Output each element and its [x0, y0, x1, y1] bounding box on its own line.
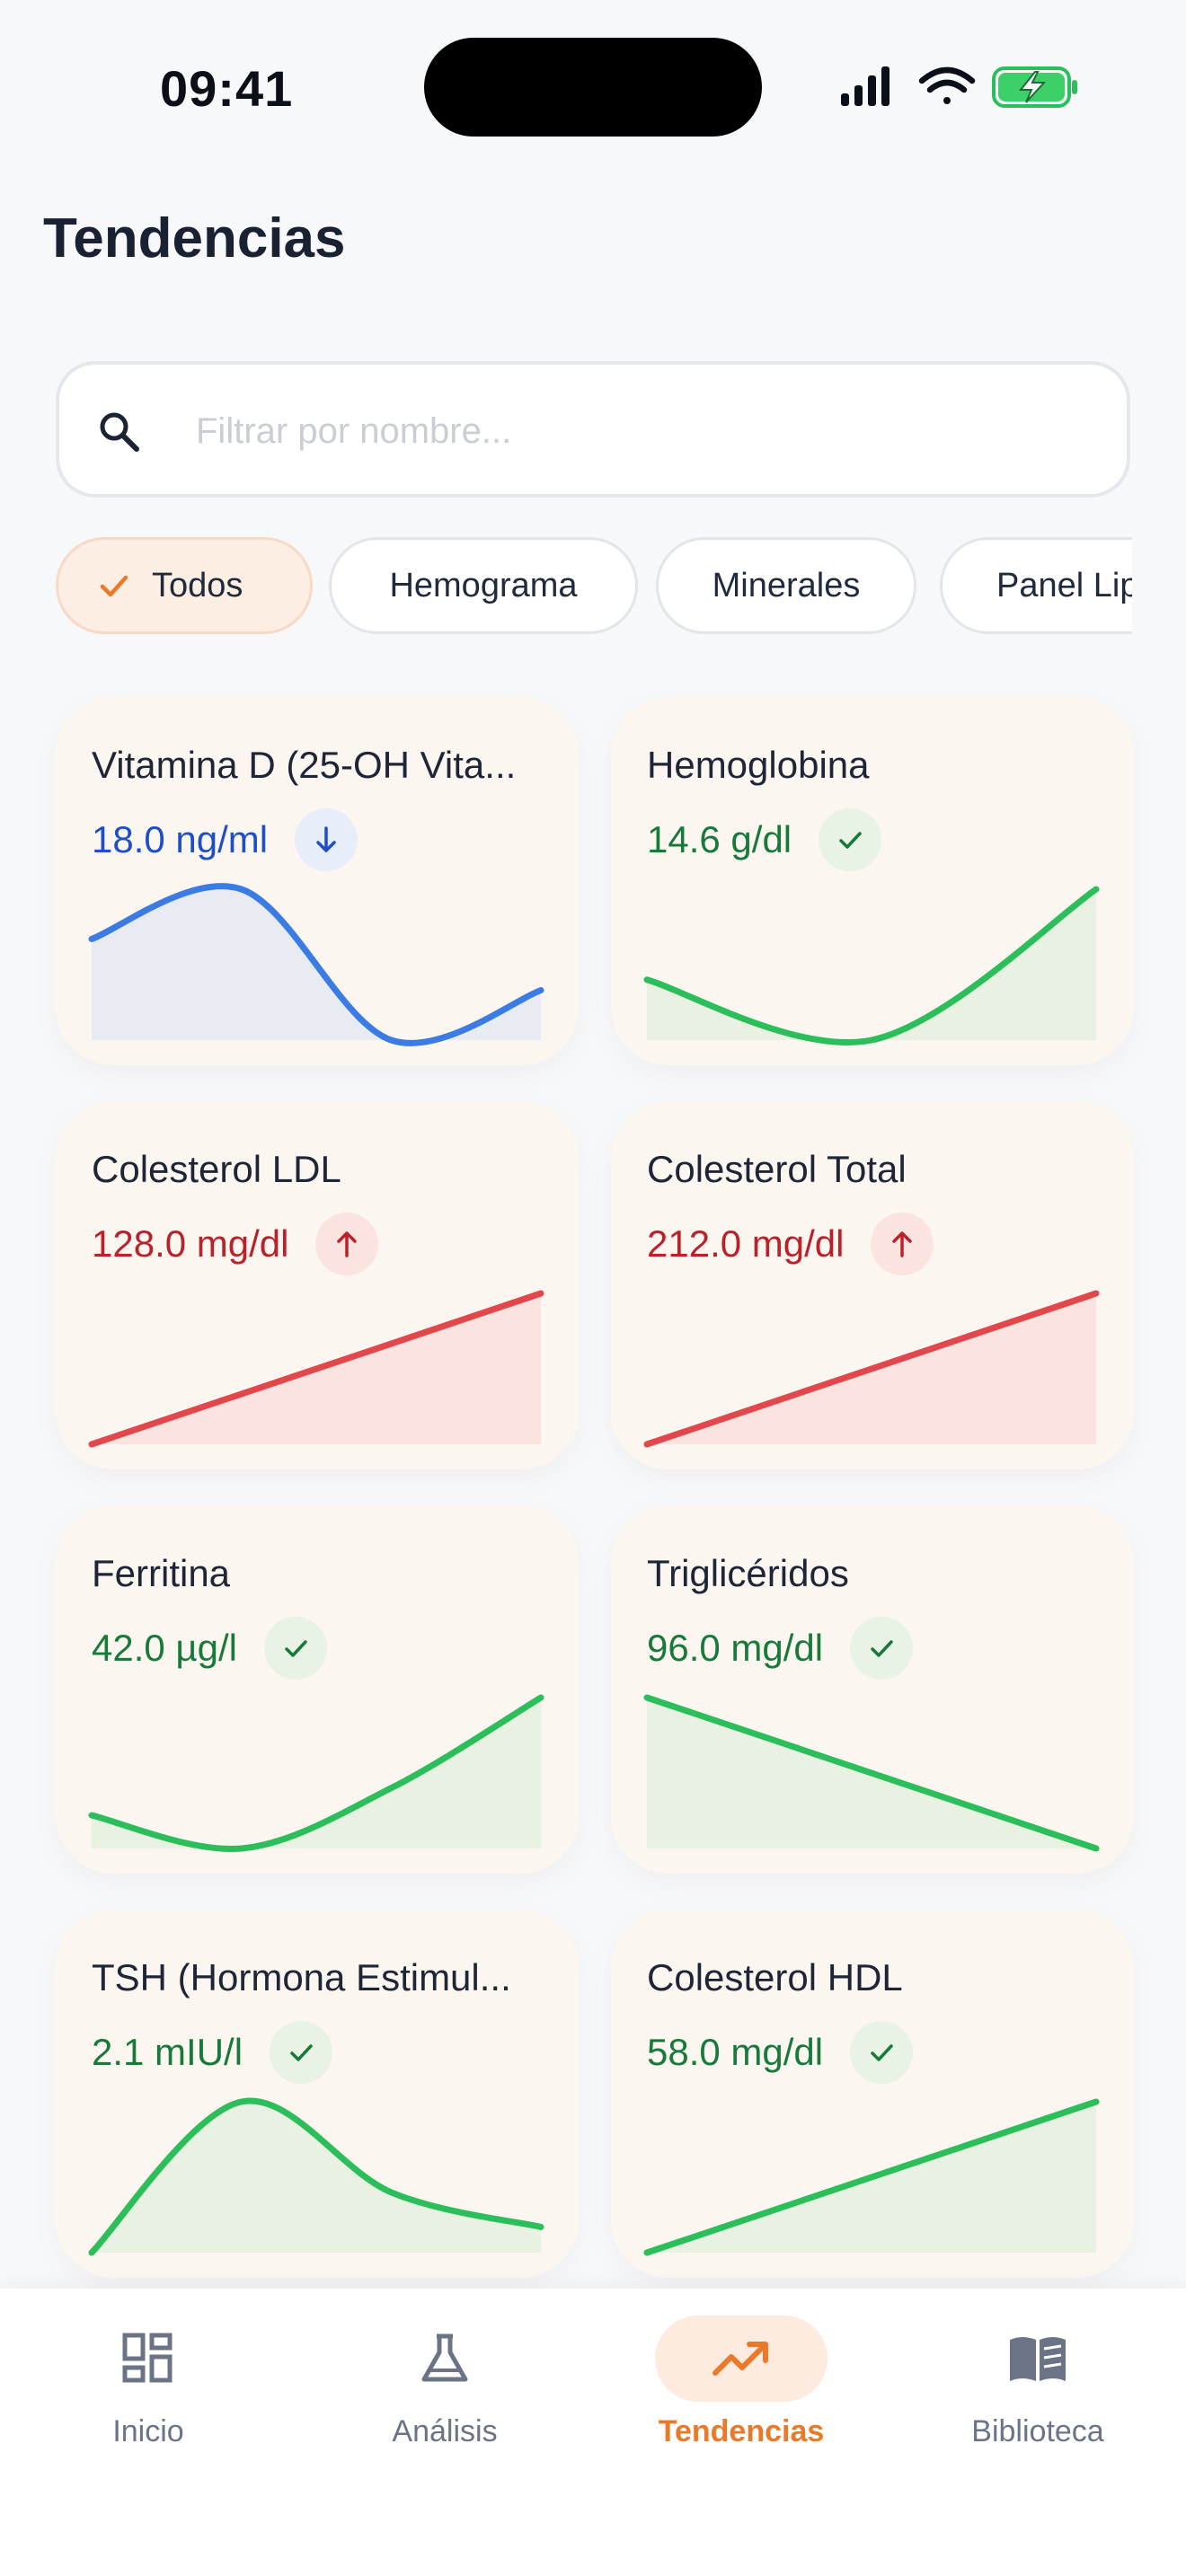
sparkline-area	[647, 889, 1096, 1043]
nav-pill	[358, 2316, 531, 2402]
arrow-up-icon	[871, 1213, 934, 1275]
nav-inicio[interactable]: Inicio	[0, 2316, 296, 2495]
sparkline-line	[643, 1290, 1100, 1448]
chip-label: Hemograma	[389, 566, 578, 604]
biomarker-value: 58.0 mg/dl	[647, 2031, 824, 2073]
check-icon	[270, 2021, 333, 2084]
search-field[interactable]: Filtrar por nombre...	[56, 361, 1130, 498]
signal-icon	[841, 66, 890, 106]
arrow-down-icon	[295, 808, 358, 871]
biomarker-name: Colesterol LDL	[92, 1148, 341, 1190]
sparkline-area	[92, 886, 541, 1044]
chip-panel-lipidico[interactable]: Panel Lipídico	[940, 537, 1132, 634]
chip-hemograma[interactable]: Hemograma	[329, 537, 638, 634]
chip-label: Panel Lipídico	[996, 566, 1132, 604]
status-icons	[841, 66, 1077, 108]
nav-biblioteca[interactable]: Biblioteca	[890, 2316, 1186, 2495]
sparkline-line	[643, 2098, 1100, 2256]
trend-card[interactable]: Triglicéridos 96.0 mg/dl	[611, 1505, 1134, 1874]
trend-card[interactable]: Colesterol HDL 58.0 mg/dl	[611, 1910, 1134, 2278]
check-icon	[850, 2021, 914, 2084]
sparkline-chart	[643, 886, 1100, 1045]
nav-label: Biblioteca	[971, 2414, 1104, 2448]
biomarker-value-row: 42.0 µg/l	[92, 1617, 327, 1680]
nav-analisis[interactable]: Análisis	[296, 2316, 593, 2495]
search-icon	[100, 412, 139, 452]
dashboard-icon	[122, 2333, 173, 2383]
biomarker-value-row: 2.1 mIU/l	[92, 2021, 333, 2084]
trend-card[interactable]: Hemoglobina 14.6 g/dl	[611, 697, 1134, 1065]
check-icon	[850, 1617, 914, 1680]
sparkline-line	[88, 1290, 544, 1448]
sparkline-area	[92, 2101, 541, 2253]
sparkline-line	[643, 886, 1100, 1045]
status-time: 09:41	[160, 60, 294, 117]
sparkline-chart	[88, 1290, 544, 1448]
sparkline-line	[88, 883, 544, 1046]
nav-label: Tendencias	[658, 2414, 825, 2448]
biomarker-name: Colesterol Total	[647, 1148, 907, 1190]
biomarker-name: Vitamina D (25-OH Vita...	[92, 744, 517, 786]
sparkline-line	[643, 1694, 1100, 1852]
check-icon	[263, 1617, 327, 1680]
arrow-up-icon	[315, 1213, 379, 1275]
page-title: Tendencias	[43, 207, 346, 269]
sparkline-chart	[88, 883, 544, 1046]
bottom-navigation: Inicio Análisis Tendencias	[0, 2289, 1186, 2576]
sparkline-area	[92, 1698, 541, 1849]
biomarker-name: Ferritina	[92, 1552, 231, 1594]
dynamic-island	[424, 38, 762, 137]
chip-label: Minerales	[712, 566, 861, 604]
trend-card[interactable]: TSH (Hormona Estimul... 2.1 mIU/l	[56, 1910, 579, 2278]
biomarker-value-row: 128.0 mg/dl	[92, 1213, 379, 1275]
nav-pill-active	[655, 2316, 828, 2402]
trend-card[interactable]: Vitamina D (25-OH Vita... 18.0 ng/ml	[56, 697, 579, 1065]
nav-tendencias[interactable]: Tendencias	[593, 2316, 890, 2495]
book-icon	[1010, 2337, 1066, 2381]
biomarker-value-row: 96.0 mg/dl	[647, 1617, 914, 1680]
biomarker-value: 18.0 ng/ml	[92, 818, 269, 860]
trending-up-icon	[712, 2342, 768, 2376]
battery-charging-icon	[992, 66, 1077, 108]
biomarker-value-row: 18.0 ng/ml	[92, 808, 358, 871]
biomarker-name: Colesterol HDL	[647, 1956, 903, 1998]
biomarker-value: 14.6 g/dl	[647, 818, 792, 860]
chip-label: Todos	[152, 566, 243, 604]
search-placeholder: Filtrar por nombre...	[196, 411, 512, 451]
sparkline-chart	[643, 1694, 1100, 1852]
sparkline-chart	[643, 1290, 1100, 1448]
nav-label: Análisis	[392, 2414, 498, 2448]
biomarker-value: 212.0 mg/dl	[647, 1222, 845, 1265]
chip-todos[interactable]: Todos	[56, 537, 313, 634]
biomarker-name: TSH (Hormona Estimul...	[92, 1956, 511, 1998]
trend-card[interactable]: Ferritina 42.0 µg/l	[56, 1505, 579, 1874]
sparkline-line	[88, 2097, 544, 2256]
wifi-icon	[918, 66, 976, 104]
biomarker-value-row: 212.0 mg/dl	[647, 1213, 934, 1275]
nav-pill	[62, 2316, 235, 2402]
trend-card[interactable]: Colesterol Total 212.0 mg/dl	[611, 1101, 1134, 1469]
biomarker-name: Triglicéridos	[647, 1552, 849, 1594]
flask-icon	[421, 2333, 468, 2382]
nav-pill	[951, 2316, 1124, 2402]
biomarker-value-row: 58.0 mg/dl	[647, 2021, 914, 2084]
biomarker-value: 128.0 mg/dl	[92, 1222, 289, 1265]
check-icon	[100, 575, 128, 597]
biomarker-value-row: 14.6 g/dl	[647, 808, 882, 871]
status-bar: 09:41	[0, 0, 1186, 171]
check-icon	[819, 808, 882, 871]
sparkline-line	[88, 1694, 544, 1852]
biomarker-value: 96.0 mg/dl	[647, 1627, 824, 1669]
biomarker-value: 42.0 µg/l	[92, 1627, 237, 1669]
filter-chips: Todos Hemograma Minerales Panel Lipídico	[56, 537, 1132, 636]
chip-minerales[interactable]: Minerales	[656, 537, 916, 634]
trend-card[interactable]: Colesterol LDL 128.0 mg/dl	[56, 1101, 579, 1469]
nav-label: Inicio	[112, 2414, 184, 2448]
sparkline-chart	[88, 1694, 544, 1852]
sparkline-chart	[643, 2098, 1100, 2256]
sparkline-chart	[88, 2097, 544, 2256]
biomarker-value: 2.1 mIU/l	[92, 2031, 243, 2073]
biomarker-name: Hemoglobina	[647, 744, 870, 786]
